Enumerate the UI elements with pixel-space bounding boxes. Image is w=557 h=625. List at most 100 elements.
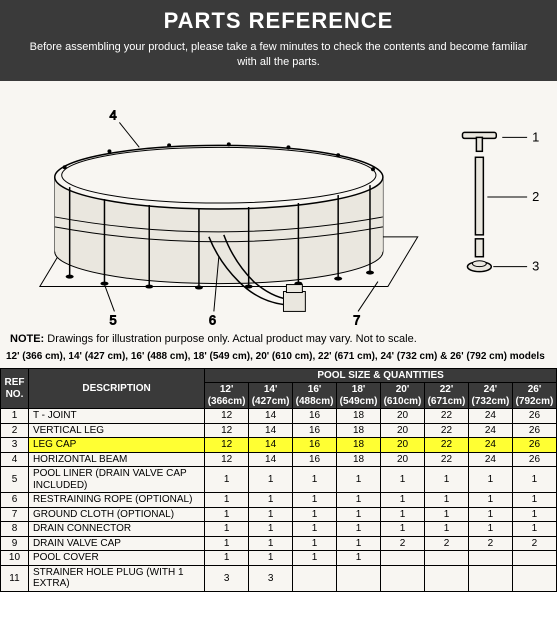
callout-3: 3 — [532, 258, 539, 273]
cell-qty: 1 — [293, 522, 337, 537]
page: PARTS REFERENCE Before assembling your p… — [0, 0, 557, 592]
cell-qty: 1 — [293, 551, 337, 566]
cell-ref: 5 — [1, 467, 29, 493]
parts-table-body: 1T - JOINT12141618202224262VERTICAL LEG1… — [1, 409, 557, 592]
cell-description: RESTRAINING ROPE (OPTIONAL) — [28, 493, 204, 508]
cell-qty: 26 — [512, 438, 556, 453]
th-size: 20'(610cm) — [381, 383, 425, 409]
cell-qty: 18 — [337, 452, 381, 467]
callout-6: 6 — [209, 312, 216, 327]
cell-ref: 8 — [1, 522, 29, 537]
cell-qty: 12 — [205, 452, 249, 467]
cell-qty: 3 — [249, 565, 293, 591]
cell-qty: 1 — [381, 467, 425, 493]
cell-ref: 2 — [1, 423, 29, 438]
cell-qty: 18 — [337, 423, 381, 438]
cell-qty: 1 — [205, 493, 249, 508]
cell-ref: 11 — [1, 565, 29, 591]
cell-qty: 1 — [205, 522, 249, 537]
callout-7: 7 — [353, 312, 360, 327]
table-row: 6RESTRAINING ROPE (OPTIONAL)11111111 — [1, 493, 557, 508]
cell-qty — [381, 551, 425, 566]
cell-qty: 1 — [468, 507, 512, 522]
cell-qty — [293, 565, 337, 591]
cell-qty: 1 — [381, 493, 425, 508]
diagram-area: 4 5 6 7 1 2 — [0, 81, 557, 331]
callout-1: 1 — [532, 129, 539, 144]
cell-qty — [512, 551, 556, 566]
cell-qty: 24 — [468, 438, 512, 453]
cell-qty — [424, 565, 468, 591]
table-row: 1T - JOINT1214161820222426 — [1, 409, 557, 424]
cell-qty: 1 — [293, 467, 337, 493]
cell-qty: 1 — [205, 467, 249, 493]
cell-qty: 1 — [337, 467, 381, 493]
callout-2: 2 — [532, 189, 539, 204]
cell-qty: 12 — [205, 423, 249, 438]
cell-qty: 26 — [512, 423, 556, 438]
cell-qty: 1 — [424, 522, 468, 537]
cell-qty: 26 — [512, 409, 556, 424]
cell-qty: 1 — [512, 522, 556, 537]
cell-qty: 14 — [249, 438, 293, 453]
parts-table: REF NO. DESCRIPTION POOL SIZE & QUANTITI… — [0, 368, 557, 592]
cell-ref: 3 — [1, 438, 29, 453]
cell-qty: 1 — [337, 493, 381, 508]
pool-diagram: 4 5 6 7 1 2 — [10, 87, 547, 327]
cell-qty: 24 — [468, 409, 512, 424]
cell-qty: 1 — [249, 551, 293, 566]
table-row: 3LEG CAP1214161820222426 — [1, 438, 557, 453]
cell-qty: 14 — [249, 423, 293, 438]
cell-qty: 20 — [381, 409, 425, 424]
callout-4: 4 — [109, 107, 116, 122]
cell-qty: 1 — [381, 522, 425, 537]
th-size: 26'(792cm) — [512, 383, 556, 409]
models-line: 12' (366 cm), 14' (427 cm), 16' (488 cm)… — [0, 349, 557, 368]
cell-qty: 1 — [337, 536, 381, 551]
cell-qty: 1 — [424, 467, 468, 493]
cell-qty — [512, 565, 556, 591]
cell-qty: 20 — [381, 438, 425, 453]
th-size: 18'(549cm) — [337, 383, 381, 409]
cell-description: HORIZONTAL BEAM — [28, 452, 204, 467]
cell-qty: 1 — [468, 467, 512, 493]
cell-ref: 9 — [1, 536, 29, 551]
note-text: Drawings for illustration purpose only. … — [44, 333, 417, 345]
cell-qty — [337, 565, 381, 591]
cell-qty: 20 — [381, 452, 425, 467]
th-size: 16'(488cm) — [293, 383, 337, 409]
table-row: 11STRAINER HOLE PLUG (WITH 1 EXTRA)33 — [1, 565, 557, 591]
parts-table-head: REF NO. DESCRIPTION POOL SIZE & QUANTITI… — [1, 368, 557, 409]
cell-qty: 2 — [424, 536, 468, 551]
cell-description: LEG CAP — [28, 438, 204, 453]
cell-qty: 22 — [424, 438, 468, 453]
cell-qty: 1 — [249, 467, 293, 493]
th-description: DESCRIPTION — [28, 368, 204, 409]
cell-qty: 1 — [337, 522, 381, 537]
cell-description: POOL LINER (DRAIN VALVE CAP INCLUDED) — [28, 467, 204, 493]
cell-ref: 10 — [1, 551, 29, 566]
th-pool-group: POOL SIZE & QUANTITIES — [205, 368, 557, 383]
cell-qty: 26 — [512, 452, 556, 467]
cell-qty: 1 — [205, 536, 249, 551]
table-row: 8DRAIN CONNECTOR11111111 — [1, 522, 557, 537]
cell-qty: 14 — [249, 409, 293, 424]
cell-qty: 1 — [512, 507, 556, 522]
cell-description: POOL COVER — [28, 551, 204, 566]
cell-qty: 12 — [205, 409, 249, 424]
cell-description: T - JOINT — [28, 409, 204, 424]
cell-description: STRAINER HOLE PLUG (WITH 1 EXTRA) — [28, 565, 204, 591]
cell-qty: 14 — [249, 452, 293, 467]
table-row: 5POOL LINER (DRAIN VALVE CAP INCLUDED)11… — [1, 467, 557, 493]
note-label: NOTE: — [10, 333, 44, 345]
table-row: 9DRAIN VALVE CAP11112222 — [1, 536, 557, 551]
cell-qty — [424, 551, 468, 566]
cell-qty: 22 — [424, 423, 468, 438]
cell-qty: 16 — [293, 409, 337, 424]
cell-description: DRAIN VALVE CAP — [28, 536, 204, 551]
cell-qty: 2 — [381, 536, 425, 551]
cell-qty: 20 — [381, 423, 425, 438]
cell-ref: 4 — [1, 452, 29, 467]
table-row: 4HORIZONTAL BEAM1214161820222426 — [1, 452, 557, 467]
cell-qty: 3 — [205, 565, 249, 591]
